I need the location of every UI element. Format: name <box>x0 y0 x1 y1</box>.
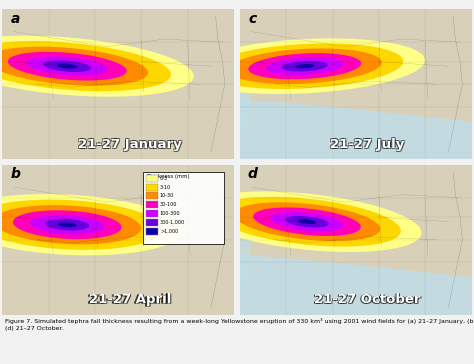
Polygon shape <box>58 222 76 227</box>
Text: b: b <box>10 167 20 181</box>
Text: d: d <box>248 167 257 181</box>
Text: 21-27 January: 21-27 January <box>79 137 183 150</box>
Polygon shape <box>0 47 148 86</box>
Polygon shape <box>206 43 403 89</box>
Text: 21-27 January: 21-27 January <box>77 137 181 150</box>
Polygon shape <box>2 165 234 315</box>
Polygon shape <box>0 41 171 91</box>
Polygon shape <box>266 57 343 75</box>
Text: 21-27 January: 21-27 January <box>78 138 182 151</box>
Polygon shape <box>27 56 108 76</box>
Polygon shape <box>240 9 472 159</box>
Text: 21-27 July: 21-27 July <box>331 139 406 151</box>
Text: 21-27 July: 21-27 July <box>329 137 403 150</box>
Polygon shape <box>0 205 141 244</box>
Polygon shape <box>298 219 316 224</box>
Text: c: c <box>248 12 257 26</box>
Text: 3-10: 3-10 <box>160 185 171 190</box>
Text: 21-27 July: 21-27 July <box>330 138 404 151</box>
Polygon shape <box>254 207 361 236</box>
Polygon shape <box>46 219 89 230</box>
Polygon shape <box>0 36 193 97</box>
Bar <box>146 228 158 235</box>
Text: 21-27 January: 21-27 January <box>79 139 183 151</box>
Polygon shape <box>240 255 472 315</box>
Text: >1,000: >1,000 <box>160 229 178 234</box>
Bar <box>146 193 158 199</box>
Text: 300-1,000: 300-1,000 <box>160 220 185 225</box>
Text: 21-27 October: 21-27 October <box>313 294 419 307</box>
Polygon shape <box>282 61 328 71</box>
Bar <box>146 201 158 208</box>
Text: 100-300: 100-300 <box>160 211 181 216</box>
Polygon shape <box>0 194 183 256</box>
Text: Figure 7. Simulated tephra fall thickness resulting from a week-long Yellowstone: Figure 7. Simulated tephra fall thicknes… <box>5 318 474 331</box>
Polygon shape <box>193 191 421 252</box>
Text: 0-3: 0-3 <box>160 176 168 181</box>
Polygon shape <box>271 212 344 232</box>
Polygon shape <box>0 199 162 250</box>
Polygon shape <box>234 202 380 241</box>
Text: 21-27 April: 21-27 April <box>90 294 172 307</box>
Text: 21-27 October: 21-27 October <box>315 293 422 306</box>
Text: 30-100: 30-100 <box>160 202 177 207</box>
Bar <box>146 175 158 182</box>
Text: Thickness (mm): Thickness (mm) <box>147 174 190 179</box>
Polygon shape <box>2 9 234 159</box>
Text: 21-27 October: 21-27 October <box>313 293 419 306</box>
Text: 10-30: 10-30 <box>160 194 174 198</box>
Text: 21-27 April: 21-27 April <box>88 294 170 307</box>
Polygon shape <box>213 197 401 246</box>
Text: 21-27 October: 21-27 October <box>314 293 420 306</box>
Text: 21-27 April: 21-27 April <box>90 293 172 306</box>
Text: a: a <box>10 12 20 26</box>
Text: 21-27 October: 21-27 October <box>315 294 422 307</box>
Polygon shape <box>295 64 314 68</box>
Text: 21-27 April: 21-27 April <box>89 293 171 306</box>
Polygon shape <box>13 210 121 239</box>
Polygon shape <box>8 52 127 80</box>
Polygon shape <box>228 48 382 84</box>
Polygon shape <box>43 60 91 72</box>
Polygon shape <box>185 39 425 94</box>
Text: 21-27 July: 21-27 July <box>331 137 406 150</box>
Polygon shape <box>240 210 258 285</box>
Bar <box>146 219 158 226</box>
Text: 21-27 July: 21-27 July <box>329 139 403 151</box>
Polygon shape <box>240 54 258 129</box>
Text: 21-27 January: 21-27 January <box>77 139 181 151</box>
Bar <box>146 184 158 191</box>
FancyBboxPatch shape <box>143 172 224 244</box>
Polygon shape <box>285 216 329 228</box>
Polygon shape <box>248 53 361 79</box>
Polygon shape <box>240 99 472 159</box>
Bar <box>146 210 158 217</box>
Polygon shape <box>30 215 104 234</box>
Polygon shape <box>240 165 472 315</box>
Text: 21-27 April: 21-27 April <box>88 293 170 306</box>
Polygon shape <box>57 64 77 69</box>
